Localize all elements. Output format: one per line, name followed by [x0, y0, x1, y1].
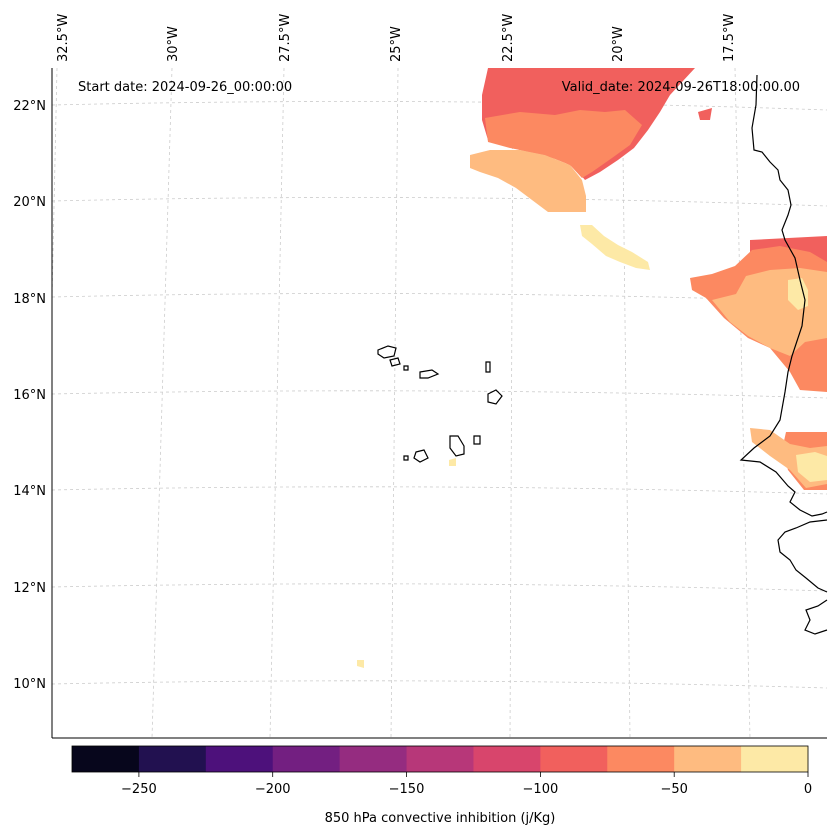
colorbar-ticks	[138, 772, 809, 777]
cin-contours	[357, 68, 827, 668]
contour-east-core	[788, 278, 808, 310]
colorbar-tick-label: 0	[804, 782, 812, 797]
lat-label: 22°N	[13, 99, 46, 114]
lon-label: 30°W	[166, 26, 181, 62]
latitude-labels: 22°N 20°N 18°N 16°N 14°N 12°N 10°N	[13, 99, 46, 692]
colorbar: −250 −200 −150 −100 −50 0 850 hPa convec…	[71, 745, 812, 826]
island-sal	[485, 361, 491, 373]
contour-south-core	[796, 452, 827, 482]
colorbar-swatch	[138, 746, 207, 772]
lat-label: 16°N	[13, 388, 46, 403]
colorbar-tick-label: −100	[523, 782, 559, 797]
contour-dot-b	[357, 660, 364, 668]
colorbar-swatch	[674, 746, 742, 772]
contour-streak	[580, 225, 650, 270]
colorbar-swatch	[607, 746, 675, 772]
colorbar-tick-label: −250	[121, 782, 157, 797]
contour-dot-a	[449, 458, 456, 466]
africa-coastline	[739, 74, 828, 635]
colorbar-label: 850 hPa convective inhibition (j/Kg)	[325, 811, 556, 826]
longitude-labels: 32.5°W 30°W 27.5°W 25°W 22.5°W 20°W 17.5…	[56, 14, 737, 62]
valid-date-label: Valid_date: 2024-09-26T18:00:00.00	[562, 80, 800, 95]
colorbar-swatch	[406, 746, 474, 772]
colorbar-swatch	[540, 746, 608, 772]
coastlines	[377, 74, 828, 635]
colorbar-outline	[71, 745, 809, 773]
lon-label: 22.5°W	[501, 14, 516, 62]
colorbar-swatch	[473, 746, 541, 772]
lon-label: 32.5°W	[56, 14, 71, 62]
island-sao-vicente	[389, 357, 401, 367]
lon-label: 25°W	[389, 26, 404, 62]
lon-label: 20°W	[611, 26, 626, 62]
island-fogo	[413, 449, 429, 463]
colorbar-tick-label: −200	[255, 782, 291, 797]
colorbar-swatch	[205, 746, 274, 772]
graticule	[51, 67, 828, 739]
colorbar-tick-label: −150	[389, 782, 425, 797]
map-frame	[51, 68, 827, 739]
island-santa-luzia	[403, 365, 409, 371]
lon-label: 27.5°W	[278, 14, 293, 62]
colorbar-swatch	[272, 746, 341, 772]
colorbar-swatch	[741, 746, 809, 772]
island-brava	[403, 455, 409, 461]
island-santo-antao	[377, 345, 397, 359]
colorbar-swatch	[72, 746, 140, 772]
colorbar-swatch	[339, 746, 408, 772]
lat-label: 14°N	[13, 484, 46, 499]
island-santiago	[449, 435, 465, 457]
colorbar-swatches	[72, 746, 809, 772]
lat-label: 12°N	[13, 581, 46, 596]
lon-label: 17.5°W	[722, 14, 737, 62]
island-maio	[473, 435, 481, 445]
start-date-label: Start date: 2024-09-26_00:00:00	[78, 80, 292, 95]
island-sao-nicolau	[419, 369, 440, 379]
contour-small-red	[698, 108, 712, 120]
colorbar-tick-label: −50	[660, 782, 687, 797]
island-boa-vista	[487, 389, 503, 405]
contour-north-mid	[485, 110, 642, 178]
lat-label: 20°N	[13, 195, 46, 210]
contour-north-inner	[470, 150, 586, 212]
lat-label: 10°N	[13, 677, 46, 692]
lat-label: 18°N	[13, 292, 46, 307]
